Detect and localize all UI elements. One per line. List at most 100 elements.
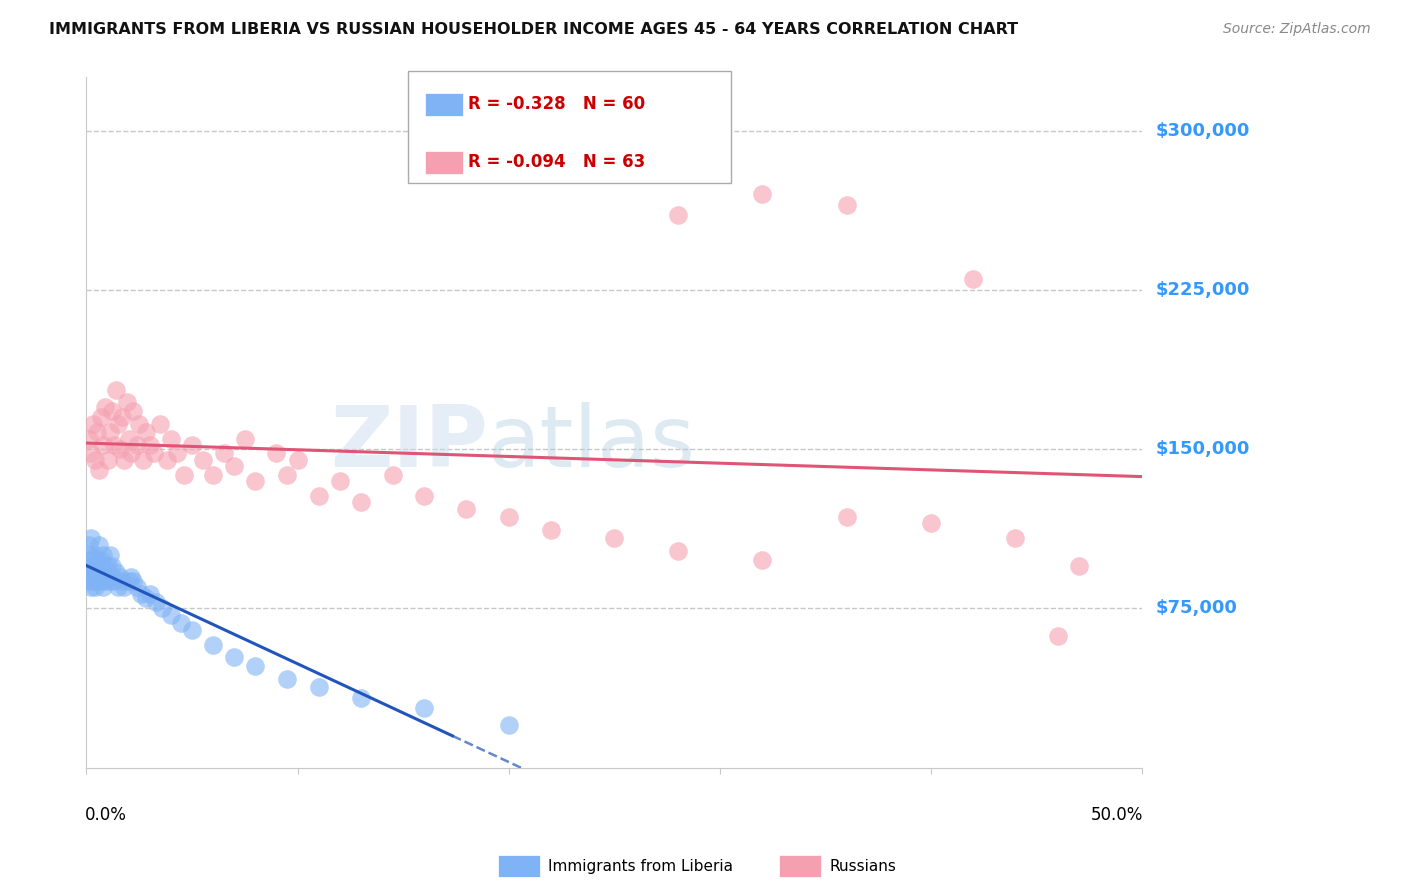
Point bbox=[138, 586, 160, 600]
Point bbox=[603, 532, 626, 546]
Point bbox=[120, 569, 142, 583]
Point bbox=[100, 569, 122, 583]
Point bbox=[112, 452, 135, 467]
Point bbox=[117, 432, 139, 446]
Point bbox=[666, 209, 689, 223]
Point bbox=[82, 574, 104, 588]
Point bbox=[181, 438, 204, 452]
Point bbox=[83, 563, 105, 577]
Point bbox=[233, 432, 256, 446]
Point bbox=[96, 452, 118, 467]
Point bbox=[111, 410, 134, 425]
Point bbox=[173, 467, 195, 482]
Point bbox=[1004, 532, 1026, 546]
Point bbox=[498, 510, 520, 524]
Point bbox=[90, 558, 112, 573]
Point bbox=[98, 574, 121, 588]
Point bbox=[160, 607, 183, 622]
Point bbox=[308, 489, 330, 503]
Point bbox=[86, 552, 108, 566]
Point bbox=[98, 425, 121, 439]
Point bbox=[98, 549, 121, 563]
Point bbox=[90, 410, 112, 425]
Point bbox=[540, 523, 562, 537]
Point bbox=[125, 580, 148, 594]
Text: ZIP: ZIP bbox=[330, 401, 488, 484]
Point bbox=[83, 580, 105, 594]
Point bbox=[134, 425, 156, 439]
Point bbox=[91, 549, 114, 563]
Point bbox=[381, 467, 404, 482]
Point bbox=[108, 569, 131, 583]
Point bbox=[120, 446, 142, 460]
Point bbox=[276, 467, 298, 482]
Point bbox=[202, 467, 225, 482]
Point bbox=[86, 574, 108, 588]
Point bbox=[96, 566, 118, 580]
Point bbox=[115, 395, 138, 409]
Point bbox=[1067, 558, 1090, 573]
Point bbox=[166, 446, 188, 460]
Point bbox=[86, 425, 108, 439]
Point bbox=[79, 580, 101, 594]
Point bbox=[94, 400, 117, 414]
Point bbox=[1046, 629, 1069, 643]
Point bbox=[156, 452, 179, 467]
Text: $300,000: $300,000 bbox=[1156, 121, 1250, 139]
Point bbox=[143, 446, 166, 460]
Point bbox=[94, 569, 117, 583]
Point bbox=[90, 552, 112, 566]
Point bbox=[132, 452, 155, 467]
Text: Source: ZipAtlas.com: Source: ZipAtlas.com bbox=[1223, 22, 1371, 37]
Point bbox=[82, 558, 104, 573]
Point bbox=[79, 566, 101, 580]
Point bbox=[79, 446, 101, 460]
Point bbox=[751, 552, 773, 566]
Point bbox=[129, 586, 152, 600]
Point bbox=[962, 272, 984, 286]
Point bbox=[181, 623, 204, 637]
Point bbox=[87, 569, 110, 583]
Point bbox=[83, 549, 105, 563]
Point bbox=[82, 569, 104, 583]
Point bbox=[121, 574, 143, 588]
Point bbox=[835, 198, 858, 212]
Text: $150,000: $150,000 bbox=[1156, 440, 1250, 458]
Point bbox=[77, 574, 100, 588]
Point bbox=[79, 532, 101, 546]
Point bbox=[152, 601, 174, 615]
Point bbox=[224, 459, 246, 474]
Point bbox=[145, 595, 167, 609]
Point bbox=[91, 438, 114, 452]
Point bbox=[77, 549, 100, 563]
Point bbox=[191, 452, 214, 467]
Point bbox=[920, 516, 942, 531]
Point bbox=[77, 558, 100, 573]
Text: R = -0.328   N = 60: R = -0.328 N = 60 bbox=[468, 95, 645, 113]
Point bbox=[134, 591, 156, 605]
Point bbox=[100, 404, 122, 418]
Point bbox=[91, 566, 114, 580]
Point bbox=[107, 580, 129, 594]
Point bbox=[107, 417, 129, 431]
Point bbox=[202, 638, 225, 652]
Text: 50.0%: 50.0% bbox=[1091, 805, 1143, 823]
Point bbox=[117, 574, 139, 588]
Point bbox=[160, 432, 183, 446]
Point bbox=[77, 432, 100, 446]
Point bbox=[350, 495, 373, 509]
Text: R = -0.094   N = 63: R = -0.094 N = 63 bbox=[468, 153, 645, 171]
Point bbox=[111, 574, 134, 588]
Point bbox=[498, 718, 520, 732]
Text: Russians: Russians bbox=[830, 859, 897, 873]
Text: $75,000: $75,000 bbox=[1156, 599, 1237, 617]
Point bbox=[112, 580, 135, 594]
Point bbox=[94, 574, 117, 588]
Point bbox=[104, 566, 127, 580]
Point bbox=[224, 650, 246, 665]
Point bbox=[350, 690, 373, 705]
Point bbox=[103, 438, 125, 452]
Point bbox=[212, 446, 235, 460]
Point bbox=[170, 616, 193, 631]
Text: Immigrants from Liberia: Immigrants from Liberia bbox=[548, 859, 734, 873]
